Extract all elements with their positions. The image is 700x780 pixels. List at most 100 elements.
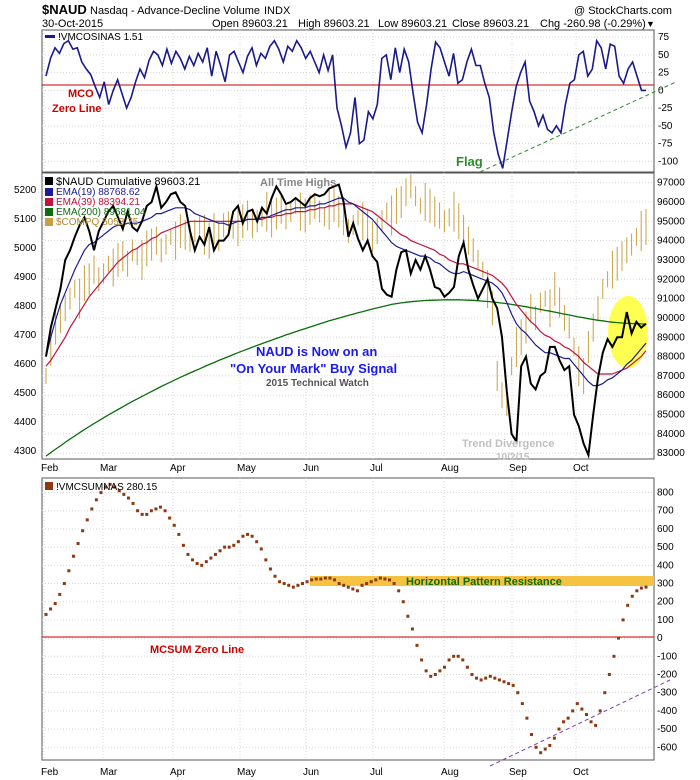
- mcsum-point: [172, 523, 176, 527]
- mcsum-point: [447, 658, 451, 662]
- mcsum-point: [479, 678, 483, 682]
- mcsum-point: [342, 583, 346, 587]
- mcsum-point: [264, 558, 268, 562]
- mcsum-point: [255, 540, 259, 544]
- mcsum-point: [232, 543, 236, 547]
- mcsum-point: [630, 594, 634, 598]
- legend-swatch-ema200: [45, 208, 53, 216]
- mcsum-point: [195, 562, 199, 566]
- month-label: Oct: [573, 767, 589, 778]
- naud-right-tick-label: 87000: [657, 371, 685, 382]
- mcsum-point: [580, 707, 584, 711]
- mcsum-point: [525, 716, 529, 720]
- mcsum-point: [223, 545, 227, 549]
- naud-right-tick-label: 91000: [657, 294, 685, 305]
- naud-left-tick-label: 5100: [14, 214, 37, 225]
- mcsum-point: [300, 582, 304, 586]
- month-label: Jul: [370, 767, 383, 778]
- mcsum-point: [186, 552, 190, 556]
- naud-right-tick-label: 84000: [657, 429, 685, 440]
- mcsum-tick-label: -600: [657, 742, 677, 753]
- mcsum-point: [282, 582, 286, 586]
- mcsum-point: [488, 674, 492, 678]
- legend-ema19: EMA(19) 88768.62: [56, 187, 140, 198]
- mcsum-point: [507, 682, 511, 686]
- mcsum-tick-label: 700: [657, 506, 674, 517]
- mcsum-tick-label: 100: [657, 615, 674, 626]
- mcsum-point: [108, 482, 112, 486]
- month-label: Jun: [303, 767, 319, 778]
- month-label: Mar: [100, 463, 118, 474]
- naud-left-tick-label: 4400: [14, 417, 37, 428]
- mcsum-point: [191, 558, 195, 562]
- mcsum-point: [53, 602, 57, 606]
- mcsum-point: [287, 583, 291, 587]
- mcsum-point: [328, 576, 332, 580]
- mcsum-point: [76, 541, 80, 545]
- naud-right-tick-label: 92000: [657, 274, 685, 285]
- mco-tick-label: -75: [658, 139, 673, 150]
- mcsum-point: [181, 543, 185, 547]
- naud-right-tick-label: 94000: [657, 236, 685, 247]
- mcsum-point: [456, 654, 460, 658]
- mcsum-point: [213, 552, 217, 556]
- month-label: Aug: [441, 767, 459, 778]
- naud-left-tick-label: 4900: [14, 272, 37, 283]
- naud-left-tick-label: 5200: [14, 185, 37, 196]
- mcsum-zero-label: MCSUM Zero Line: [150, 644, 244, 656]
- mcsum-point: [529, 733, 533, 737]
- mco-tick-label: -25: [658, 103, 673, 114]
- chart-name: Nasdaq - Advance-Decline Volume: [90, 5, 260, 17]
- mcsum-point: [273, 574, 277, 578]
- mcsum-point: [236, 540, 240, 544]
- mcsum-point: [104, 485, 108, 489]
- mcsum-point: [415, 643, 419, 647]
- legend-compq: $COMPQ 5053.75: [56, 217, 139, 228]
- mcsum-point: [99, 491, 103, 495]
- mcsum-point: [218, 549, 222, 553]
- naud-left-tick-label: 4500: [14, 388, 37, 399]
- mcsum-point: [566, 716, 570, 720]
- mcsum-point: [204, 560, 208, 564]
- ema200-line: [45, 299, 647, 457]
- ohlc-low: Low 89603.21: [378, 18, 447, 30]
- ohlc-change: Chg -260.98 (-0.29%): [540, 18, 646, 30]
- mcsum-point: [571, 709, 575, 713]
- mcsum-point: [90, 507, 94, 511]
- mcsum-tick-label: -100: [657, 651, 677, 662]
- compq-bars: [45, 174, 647, 416]
- mcsum-point: [433, 672, 437, 676]
- mcsum-point: [136, 509, 140, 513]
- mcsum-point: [81, 529, 85, 533]
- mco-panel: [41, 29, 655, 173]
- naud-right-tick-label: 90000: [657, 313, 685, 324]
- mcsum-point: [383, 577, 387, 581]
- naud-right-tick-label: 93000: [657, 255, 685, 266]
- month-label: Apr: [170, 767, 186, 778]
- month-label: May: [237, 463, 256, 474]
- mcsum-point: [429, 674, 433, 678]
- mco-tick-label: 75: [658, 32, 670, 43]
- month-label: Sep: [509, 463, 527, 474]
- ohlc-open: Open 89603.21: [212, 18, 288, 30]
- resistance-label: Horizontal Pattern Resistance: [406, 576, 562, 588]
- naud-left-tick-label: 4300: [14, 446, 37, 457]
- mcsum-point: [635, 589, 639, 593]
- mcsum-point: [378, 576, 382, 580]
- mcsum-point: [337, 582, 341, 586]
- mcsum-legend-swatch: [45, 482, 53, 490]
- mcsum-point: [617, 636, 621, 640]
- mcsum-point: [94, 498, 98, 502]
- mcsum-point: [314, 577, 318, 581]
- mcsum-point: [159, 505, 163, 509]
- ohlc-high: High 89603.21: [298, 18, 370, 30]
- mcsum-tick-label: -400: [657, 706, 677, 717]
- mcsum-legend: !VMCSUMNAS 280.15: [56, 482, 158, 493]
- mcsum-point: [557, 727, 561, 731]
- mcsum-tick-label: -200: [657, 669, 677, 680]
- month-label: Oct: [573, 463, 589, 474]
- mcsum-tick-label: 0: [657, 633, 663, 644]
- signal-highlight: [608, 296, 648, 368]
- mco-tick-label: 25: [658, 68, 670, 79]
